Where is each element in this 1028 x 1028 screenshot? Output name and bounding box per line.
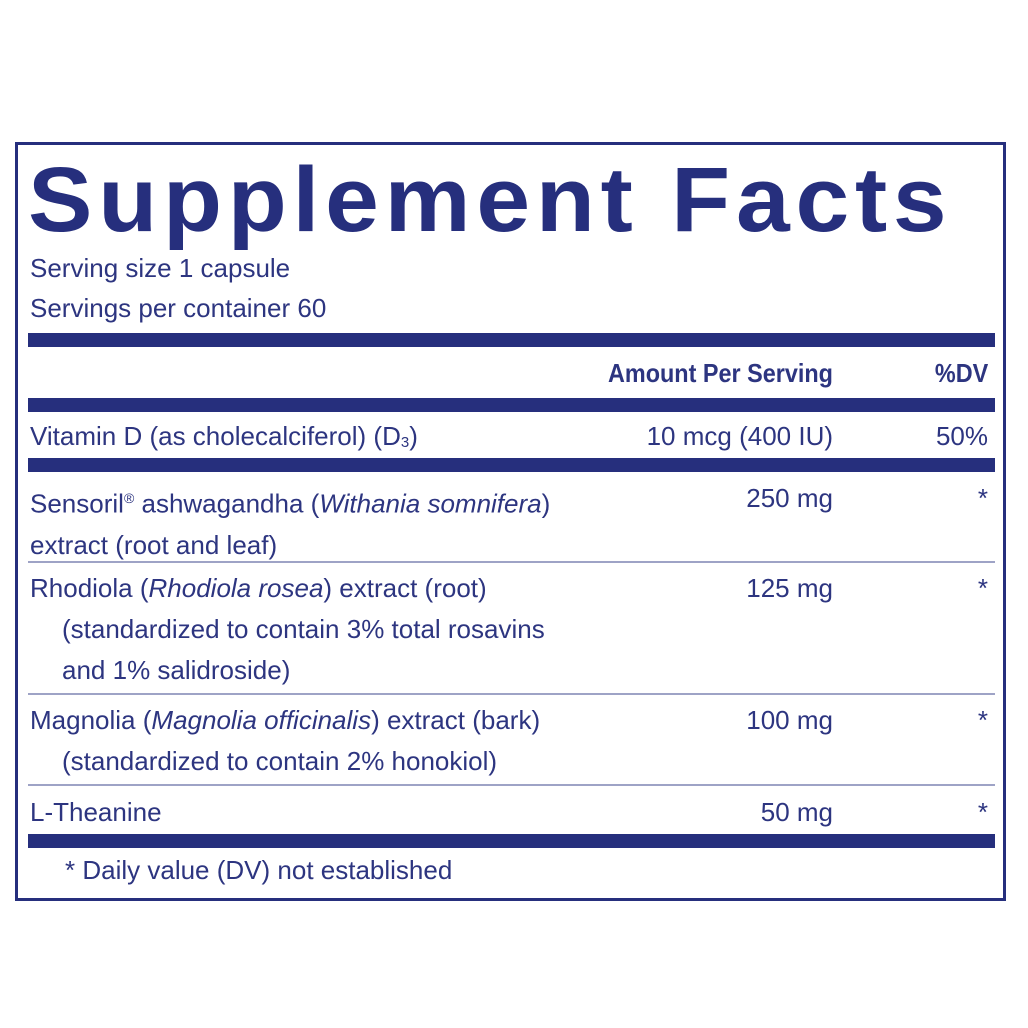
row-name: Vitamin D (as cholecalciferol) (D3) xyxy=(30,421,418,451)
row-dv: * xyxy=(977,573,988,603)
row-amount: 125 mg xyxy=(746,573,833,603)
divider-bar xyxy=(28,458,995,472)
footnote: * Daily value (DV) not established xyxy=(65,855,453,885)
supplement-facts-panel xyxy=(15,142,1006,901)
divider-bar xyxy=(28,333,995,347)
divider-bar xyxy=(28,834,995,848)
row-name: Magnolia (Magnolia officinalis) extract … xyxy=(30,705,541,776)
divider-line xyxy=(28,561,995,563)
row-name: Sensoril® ashwagandha (Withania somnifer… xyxy=(30,488,551,560)
divider-line xyxy=(28,693,995,695)
row-dv: * xyxy=(977,705,988,735)
divider-bar xyxy=(28,398,995,412)
amount-header: Amount Per Serving xyxy=(608,358,833,388)
row-amount: 250 mg xyxy=(746,483,833,513)
row-amount: 50 mg xyxy=(760,797,833,827)
serving-size: Serving size 1 capsule xyxy=(30,253,291,283)
row-dv: * xyxy=(977,797,988,827)
row-dv: * xyxy=(977,483,988,513)
row-amount: 100 mg xyxy=(746,705,833,735)
row-name: Rhodiola (Rhodiola rosea) extract (root)… xyxy=(30,573,545,685)
divider-line xyxy=(28,784,995,786)
row-dv: 50% xyxy=(935,421,988,451)
servings-per-container: Servings per container 60 xyxy=(30,293,327,323)
row-amount: 10 mcg (400 IU) xyxy=(646,421,833,451)
dv-header: %DV xyxy=(934,358,988,388)
panel-title: Supplement Facts xyxy=(28,149,953,251)
row-name: L-Theanine xyxy=(30,797,162,827)
